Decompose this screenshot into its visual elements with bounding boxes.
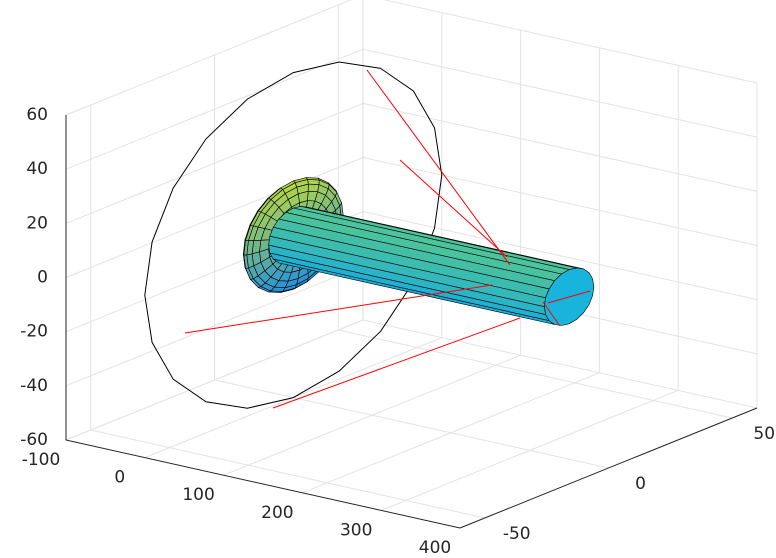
grid-line bbox=[90, 429, 485, 519]
z-tick-label: 20 bbox=[26, 213, 48, 233]
x-tick-label: 0 bbox=[114, 468, 125, 488]
z-tick-label: 0 bbox=[37, 268, 48, 288]
x-tick-label: 100 bbox=[182, 485, 214, 505]
ray bbox=[366, 69, 511, 266]
grid-line bbox=[65, 319, 364, 441]
ellipsoid-face bbox=[307, 183, 320, 193]
y-axis bbox=[459, 407, 758, 529]
x-axis bbox=[65, 439, 461, 529]
grid-line bbox=[362, 211, 758, 301]
z-tick-label: -20 bbox=[20, 322, 48, 342]
ellipsoid-face bbox=[305, 177, 320, 181]
y-tick-label: -50 bbox=[503, 524, 531, 544]
tick-labels: -100 0 100 200 300 400 -50 0 50 -60 -40 -20 0 20 40 60 bbox=[20, 105, 775, 558]
grid-line bbox=[383, 0, 758, 84]
z-tick-label: -60 bbox=[20, 430, 48, 450]
x-tick-label: 200 bbox=[261, 503, 293, 523]
ellipsoid-face bbox=[244, 267, 251, 280]
disk-outline bbox=[144, 61, 443, 409]
z-tick-label: -40 bbox=[20, 376, 48, 396]
grid-line bbox=[362, 157, 758, 246]
grid-line bbox=[362, 319, 758, 409]
ray bbox=[542, 301, 561, 327]
ray bbox=[184, 284, 493, 334]
z-tick-label: 60 bbox=[26, 105, 48, 125]
grid-line bbox=[362, 102, 758, 192]
grid-line bbox=[65, 157, 364, 278]
x-tick-label: 400 bbox=[419, 538, 451, 558]
ellipsoid-face bbox=[293, 281, 308, 290]
rays bbox=[184, 69, 591, 409]
ray bbox=[272, 317, 521, 409]
ray bbox=[547, 290, 591, 304]
ray bbox=[399, 159, 508, 258]
grid-line bbox=[338, 329, 733, 419]
x-tick-label: -100 bbox=[22, 450, 61, 470]
grid-line bbox=[214, 379, 609, 469]
x-tick-label: 300 bbox=[340, 520, 372, 540]
y-tick-label: 0 bbox=[635, 474, 646, 494]
scene bbox=[144, 61, 595, 409]
grid-line bbox=[362, 48, 758, 138]
grid-line bbox=[65, 48, 364, 170]
z-tick-label: 40 bbox=[26, 159, 48, 179]
grid-line bbox=[65, 265, 364, 387]
grid-line bbox=[65, 0, 352, 116]
y-tick-label: 50 bbox=[753, 424, 775, 444]
grid-line bbox=[65, 102, 364, 224]
